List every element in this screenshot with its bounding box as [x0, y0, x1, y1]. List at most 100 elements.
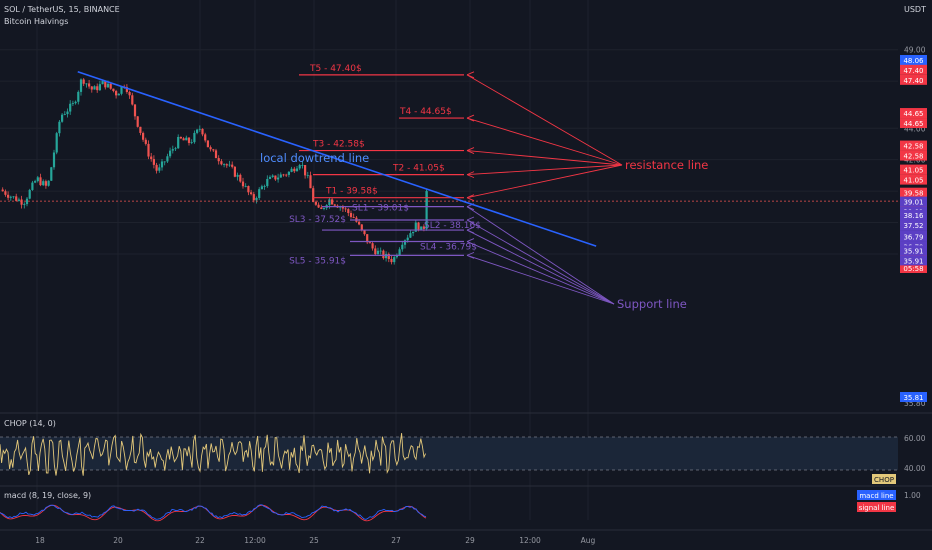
candle-body: [120, 86, 123, 94]
chop-band-fill: [0, 437, 898, 470]
candle-body: [382, 250, 385, 259]
candle-body: [398, 249, 401, 256]
candle-body: [217, 158, 220, 162]
candle-body: [374, 248, 377, 255]
target-axis-tag-bg: [900, 150, 927, 161]
candle-body: [223, 164, 226, 165]
candle-body: [320, 207, 323, 210]
chop-line-group: [0, 432, 427, 476]
candle-body: [228, 164, 231, 166]
resistance-arrow: [466, 117, 623, 166]
candle-body: [304, 165, 307, 176]
candle-body: [155, 164, 158, 171]
candle-body: [133, 104, 137, 117]
price-tick: 49.00: [904, 46, 926, 55]
candle-body: [82, 79, 85, 84]
price-axis[interactable]: 49.0047.0044.0042.0035.8048.0635.8147.40…: [857, 46, 927, 512]
target-axis-tag-bg: [900, 64, 927, 75]
trendline-group[interactable]: local dowtrend line: [77, 70, 597, 247]
candle-body: [193, 132, 196, 143]
candle-body: [387, 253, 390, 260]
candle-body: [312, 188, 315, 203]
candle-body: [395, 255, 398, 258]
candle-body: [268, 176, 272, 179]
candle-body: [136, 116, 139, 127]
candle-body: [185, 137, 188, 141]
candle-body: [98, 84, 101, 91]
candle-body: [125, 87, 128, 92]
chop-level: 60.00: [904, 434, 926, 443]
currency-label[interactable]: USDT: [904, 5, 926, 14]
target-axis-tag: 42.58: [903, 153, 923, 161]
candle-body: [231, 164, 234, 167]
chop-title[interactable]: CHOP (14, 0): [4, 419, 56, 428]
candle-body: [306, 175, 309, 177]
candle-body: [412, 231, 415, 234]
level-lines[interactable]: [299, 74, 464, 256]
macd-title[interactable]: macd (8, 19, close, 9): [4, 491, 92, 500]
candle-body: [403, 240, 407, 245]
candle-body: [112, 88, 115, 92]
target-axis-tag: 42.58: [903, 143, 923, 151]
candle-body: [322, 208, 326, 210]
candle-body: [390, 259, 393, 263]
candle-body: [198, 128, 201, 130]
candle-body: [17, 199, 20, 201]
macd-lines-group: [0, 504, 427, 522]
resistance-arrowhead: [466, 147, 475, 154]
candle-body: [298, 165, 301, 169]
candle-body: [44, 181, 47, 186]
candle-body: [12, 196, 15, 198]
candle-body: [131, 95, 134, 105]
candle-body: [71, 103, 74, 105]
stop-axis-tag-bg: [900, 196, 927, 207]
candle-body: [63, 114, 66, 115]
candle-body: [301, 165, 304, 166]
stop-axis-tag: 38.16: [903, 212, 924, 220]
time-tick: Aug: [581, 536, 596, 545]
stop-axis-tag: 35.91: [903, 247, 923, 255]
time-tick: 22: [195, 536, 205, 545]
candle-body: [282, 174, 285, 176]
candle-body: [93, 86, 96, 90]
candle-body: [258, 189, 261, 198]
candle-body: [290, 168, 293, 172]
indicator-name[interactable]: Bitcoin Halvings: [4, 17, 69, 26]
candle-body: [360, 224, 363, 230]
candle-body: [1, 189, 4, 192]
candle-body: [425, 195, 428, 229]
candle-body: [42, 181, 45, 186]
candle-body: [174, 148, 177, 150]
candle-body: [287, 171, 290, 175]
candle-body: [23, 204, 26, 205]
chop-line: [0, 432, 427, 476]
stop-label: SL4 - 36.79$: [420, 243, 477, 253]
stop-axis-tag-bg: [900, 255, 927, 266]
grid: [0, 0, 932, 531]
stop-axis-tag: 39.01: [903, 199, 923, 207]
candle-body: [314, 202, 317, 205]
candle-body: [271, 175, 274, 177]
candle-body: [77, 91, 80, 102]
candle-body: [201, 128, 204, 135]
support-arrowhead: [466, 251, 475, 259]
candle-body: [422, 226, 425, 229]
target-axis-tag: 44.65: [903, 120, 923, 128]
candle-body: [363, 229, 366, 235]
target-axis-tag-bg: [900, 187, 927, 198]
price-tick: 35.80: [904, 399, 926, 408]
target-label: T2 - 41.05$: [392, 164, 445, 174]
candle-body: [4, 191, 7, 195]
candle-body: [277, 177, 280, 180]
candle-body: [333, 204, 336, 206]
chop-level: 40.00: [904, 464, 926, 473]
stop-axis-tag-bg: [900, 245, 927, 256]
candle-body: [158, 167, 161, 171]
candle-body: [212, 149, 215, 151]
candle-body: [358, 221, 361, 225]
time-axis[interactable]: 18 20 22 12:00 25 27 29 12:00 Aug: [35, 536, 595, 545]
symbol-title[interactable]: SOL / TetherUS, 15, BINANCE: [4, 5, 120, 14]
candle-body: [74, 101, 77, 104]
candle-body: [344, 208, 347, 210]
